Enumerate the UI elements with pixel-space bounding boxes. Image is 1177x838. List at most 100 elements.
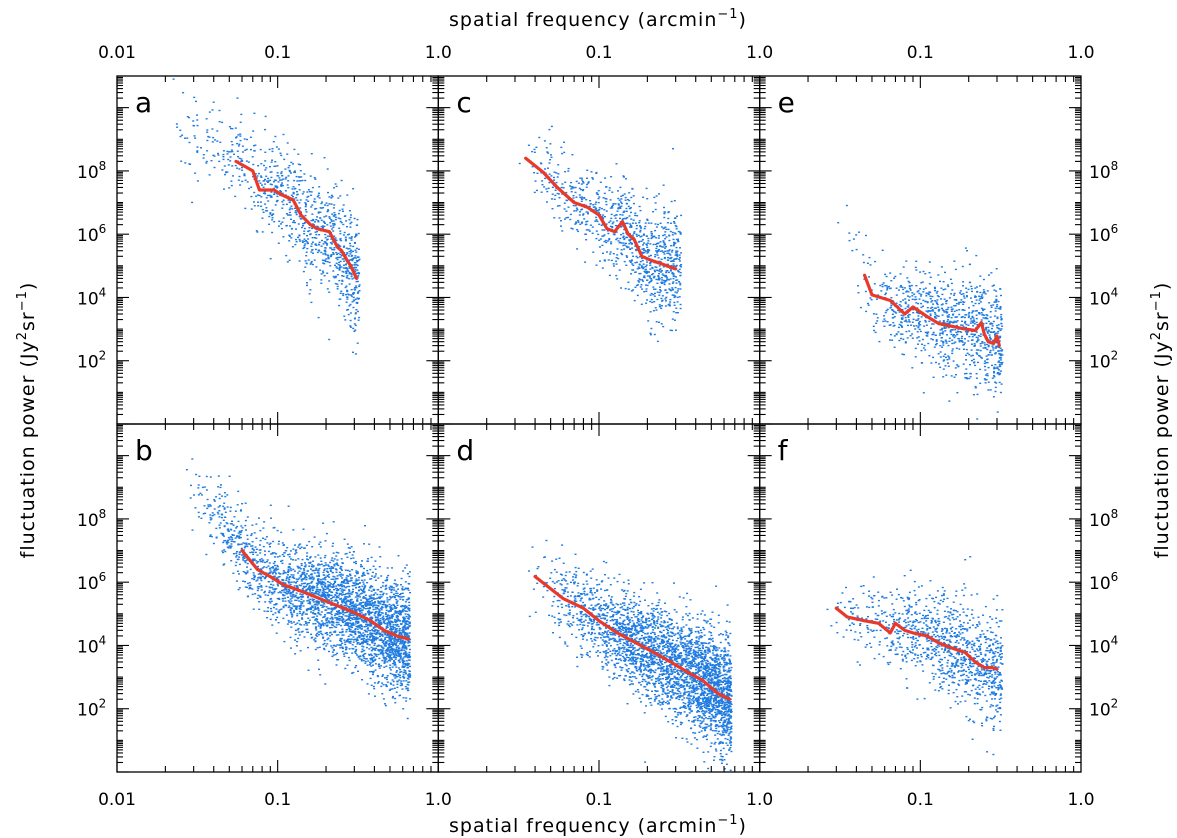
scatter-point xyxy=(218,493,221,495)
scatter-point xyxy=(391,614,394,617)
scatter-point xyxy=(365,646,368,649)
scatter-point xyxy=(364,585,367,587)
scatter-point xyxy=(679,282,682,284)
scatter-point xyxy=(258,517,260,519)
scatter-point xyxy=(329,594,332,596)
scatter-point xyxy=(336,559,339,561)
scatter-point xyxy=(329,247,332,249)
scatter-point xyxy=(301,593,304,596)
scatter-point xyxy=(307,238,310,240)
scatter-point xyxy=(349,619,352,622)
scatter-point xyxy=(341,581,343,583)
scatter-point xyxy=(560,146,563,149)
scatter-point xyxy=(327,612,330,614)
scatter-point xyxy=(265,175,268,177)
scatter-point xyxy=(363,543,365,545)
scatter-point xyxy=(352,641,355,643)
scatter-point xyxy=(319,541,322,543)
scatter-point xyxy=(230,540,233,543)
scatter-point xyxy=(330,197,333,199)
scatter-point xyxy=(335,571,338,573)
scatter-point xyxy=(229,151,232,153)
scatter-point xyxy=(226,546,229,548)
scatter-point xyxy=(338,574,341,576)
scatter-point xyxy=(409,698,412,700)
scatter-point xyxy=(269,571,272,573)
scatter-point xyxy=(385,625,388,628)
scatter-point xyxy=(190,484,192,487)
scatter-point xyxy=(362,597,365,599)
scatter-point xyxy=(309,263,312,265)
scatter-point xyxy=(252,608,255,610)
scatter-point xyxy=(405,606,407,609)
scatter-point xyxy=(334,631,337,633)
scatter-point xyxy=(358,608,361,610)
scatter-point xyxy=(332,275,335,278)
scatter-point xyxy=(348,247,351,250)
scatter-point xyxy=(380,586,383,589)
scatter-point xyxy=(374,592,377,594)
scatter-point xyxy=(234,164,237,167)
scatter-point xyxy=(334,216,337,218)
scatter-point xyxy=(356,615,359,618)
scatter-point xyxy=(352,582,355,584)
scatter-point xyxy=(259,201,262,203)
scatter-point xyxy=(255,537,258,539)
scatter-point xyxy=(353,609,356,611)
scatter-point xyxy=(341,591,344,594)
scatter-point xyxy=(271,580,274,583)
scatter-point xyxy=(285,254,288,257)
scatter-point xyxy=(336,256,339,259)
scatter-point xyxy=(408,598,410,600)
scatter-point xyxy=(251,524,254,526)
scatter-point xyxy=(406,717,409,720)
scatter-point xyxy=(342,609,344,611)
scatter-point xyxy=(352,605,355,608)
scatter-point xyxy=(323,225,326,228)
scatter-point xyxy=(288,579,291,581)
scatter-point xyxy=(310,578,313,580)
scatter-point xyxy=(323,593,326,596)
scatter-point xyxy=(338,615,341,618)
scatter-point xyxy=(663,206,665,209)
scatter-point xyxy=(365,621,368,623)
scatter-point xyxy=(388,599,391,601)
scatter-point xyxy=(346,569,349,572)
scatter-point xyxy=(338,268,341,271)
scatter-point xyxy=(281,175,284,177)
scatter-point xyxy=(322,589,325,592)
scatter-point xyxy=(327,637,330,639)
scatter-point xyxy=(586,183,589,186)
scatter-point xyxy=(337,601,339,604)
scatter-point xyxy=(272,567,275,569)
scatter-point xyxy=(351,602,354,604)
scatter-point xyxy=(372,635,375,638)
scatter-point xyxy=(353,217,356,220)
scatter-point xyxy=(235,556,238,558)
scatter-point xyxy=(355,266,357,269)
scatter-point xyxy=(320,279,323,281)
scatter-point xyxy=(246,545,249,548)
scatter-point xyxy=(341,612,344,614)
scatter-point xyxy=(398,638,400,641)
scatter-point xyxy=(280,608,283,610)
scatter-point xyxy=(234,537,237,539)
scatter-point xyxy=(336,613,338,616)
scatter-point xyxy=(186,137,189,139)
scatter-point xyxy=(533,191,536,194)
scatter-point xyxy=(267,550,270,553)
panel-frame-a xyxy=(116,75,439,425)
scatter-point xyxy=(334,599,337,601)
scatter-point xyxy=(202,157,205,159)
scatter-point xyxy=(325,570,328,572)
scatter-point xyxy=(390,646,393,648)
scatter-point xyxy=(308,293,311,295)
scatter-point xyxy=(264,193,267,195)
scatter-point xyxy=(257,172,260,175)
scatter-point xyxy=(196,124,199,127)
scatter-point xyxy=(295,606,297,608)
scatter-point xyxy=(345,578,348,581)
scatter-point xyxy=(323,648,326,651)
scatter-point xyxy=(333,565,336,567)
scatter-point xyxy=(265,536,268,538)
